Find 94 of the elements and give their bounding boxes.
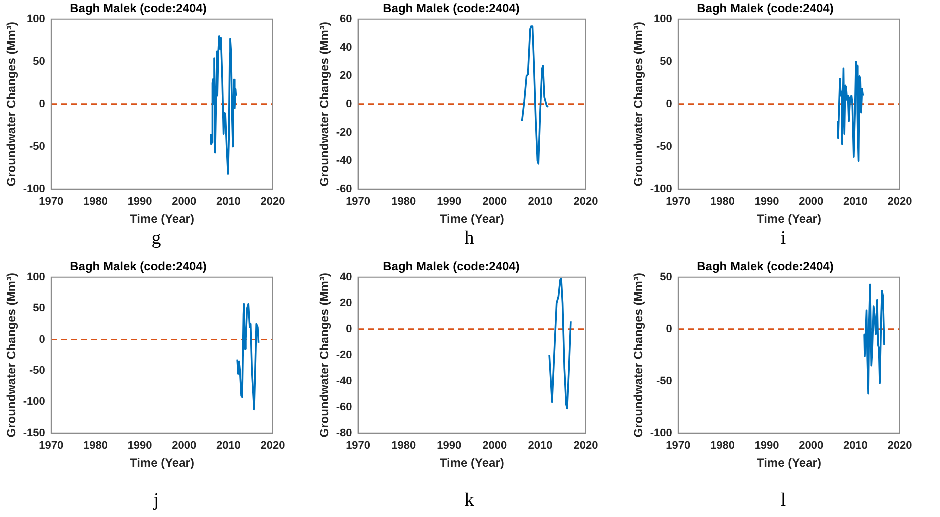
x-tick-label: 1980 (710, 440, 735, 452)
y-tick-label: 40 (340, 271, 352, 284)
text: h (464, 228, 476, 250)
y-tick-label: 40 (340, 42, 352, 54)
x-tick-label: 2010 (528, 440, 553, 452)
y-tick-label: -50 (30, 140, 46, 153)
x-tick-label: 1980 (83, 440, 108, 452)
y-tick-label: -20 (336, 349, 352, 362)
chart-title: Bagh Malek (code:2404) (697, 2, 834, 16)
y-tick-label: 0 (346, 323, 352, 336)
y-tick-label: 20 (340, 297, 352, 310)
x-tick-label: 2000 (172, 196, 197, 208)
x-tick-label: 2000 (799, 196, 824, 208)
y-tick-label: -50 (656, 375, 672, 388)
chart-title: Bagh Malek (code:2404) (383, 260, 520, 274)
x-tick-label: 2010 (528, 196, 553, 208)
x-tick-label: 1970 (346, 196, 371, 208)
x-tick-label: 2010 (843, 440, 868, 452)
x-tick-label: 2020 (888, 440, 912, 452)
y-tick-label: -40 (336, 375, 352, 388)
text: g (150, 228, 162, 250)
y-axis-title: Groundwater Changes (Mm³) (632, 22, 646, 187)
x-axis-title: Time (Year) (756, 456, 822, 470)
y-tick-label: 100 (654, 13, 672, 26)
y-tick-label: -60 (336, 401, 352, 414)
x-tick-label: 2020 (888, 196, 912, 208)
x-tick-label: 1990 (754, 196, 780, 208)
y-tick-label: 100 (27, 271, 46, 284)
chart-title: Bagh Malek (code:2404) (697, 260, 834, 274)
x-tick-label: 2000 (482, 440, 508, 452)
x-tick-label: 2000 (172, 440, 197, 452)
x-tick-label: 2020 (574, 440, 598, 452)
x-tick-label: 2010 (843, 196, 868, 208)
x-tick-label: 1990 (437, 196, 462, 208)
x-tick-label: 1980 (83, 196, 108, 208)
y-tick-label: -100 (23, 396, 46, 408)
y-tick-label: -40 (336, 155, 352, 168)
y-tick-label: 50 (33, 302, 46, 315)
y-tick-label: 50 (660, 56, 672, 68)
x-axis-title: Time (Year) (130, 456, 194, 470)
x-tick-label: 1970 (666, 196, 691, 208)
y-tick-label: 60 (340, 13, 352, 26)
y-tick-label: -100 (650, 183, 672, 196)
y-tick-label: 50 (660, 271, 672, 284)
x-tick-label: 1990 (128, 196, 152, 208)
x-tick-label: 1970 (666, 440, 691, 452)
y-axis-title: Groundwater Changes (Mm³) (318, 273, 332, 438)
chart-title: Bagh Malek (code:2404) (70, 260, 207, 274)
y-tick-label: -60 (336, 183, 352, 196)
y-axis-title: Groundwater Changes (Mm³) (318, 22, 332, 187)
text: j (152, 490, 160, 512)
x-tick-label: 2020 (574, 196, 598, 208)
y-tick-label: 0 (666, 323, 672, 336)
x-tick-label: 1990 (437, 440, 462, 452)
y-tick-label: 20 (340, 70, 352, 82)
x-tick-label: 1970 (39, 440, 64, 452)
x-tick-label: 2010 (216, 196, 241, 208)
x-tick-label: 2010 (216, 440, 241, 452)
y-tick-label: 0 (346, 98, 352, 110)
text: l (780, 490, 788, 512)
x-tick-label: 2000 (799, 440, 824, 452)
y-tick-label: 0 (39, 334, 46, 346)
x-axis-title: Time (Year) (130, 212, 194, 226)
x-axis-title: Time (Year) (440, 212, 504, 226)
y-tick-label: 100 (27, 13, 46, 26)
x-tick-label: 2020 (260, 196, 286, 208)
y-tick-label: 0 (666, 98, 672, 110)
x-tick-label: 1970 (346, 440, 371, 452)
y-tick-label: -20 (336, 126, 352, 139)
x-tick-label: 1980 (392, 440, 416, 452)
y-tick-label: 0 (39, 98, 46, 110)
text: k (464, 490, 476, 512)
y-tick-label: -50 (656, 140, 672, 153)
x-tick-label: 1980 (392, 196, 416, 208)
chart-title: Bagh Malek (code:2404) (383, 2, 520, 16)
y-tick-label: -50 (30, 365, 46, 378)
y-axis-title: Groundwater Changes (Mm³) (4, 22, 19, 187)
x-tick-label: 1970 (39, 196, 64, 208)
x-tick-label: 1990 (128, 440, 152, 452)
y-tick-label: -100 (650, 427, 672, 440)
y-tick-label: 50 (33, 56, 46, 68)
x-axis-title: Time (Year) (756, 212, 822, 226)
y-tick-label: -80 (336, 427, 352, 440)
text: i (780, 228, 788, 250)
x-tick-label: 1980 (710, 196, 735, 208)
y-tick-label: -100 (23, 183, 46, 196)
y-axis-title: Groundwater Changes (Mm³) (632, 273, 646, 438)
chart-title: Bagh Malek (code:2404) (70, 2, 207, 16)
x-tick-label: 2020 (260, 440, 286, 452)
x-tick-label: 2000 (482, 196, 508, 208)
y-tick-label: -150 (23, 427, 46, 440)
x-tick-label: 1990 (754, 440, 780, 452)
x-axis-title: Time (Year) (440, 456, 504, 470)
y-axis-title: Groundwater Changes (Mm³) (4, 273, 19, 438)
